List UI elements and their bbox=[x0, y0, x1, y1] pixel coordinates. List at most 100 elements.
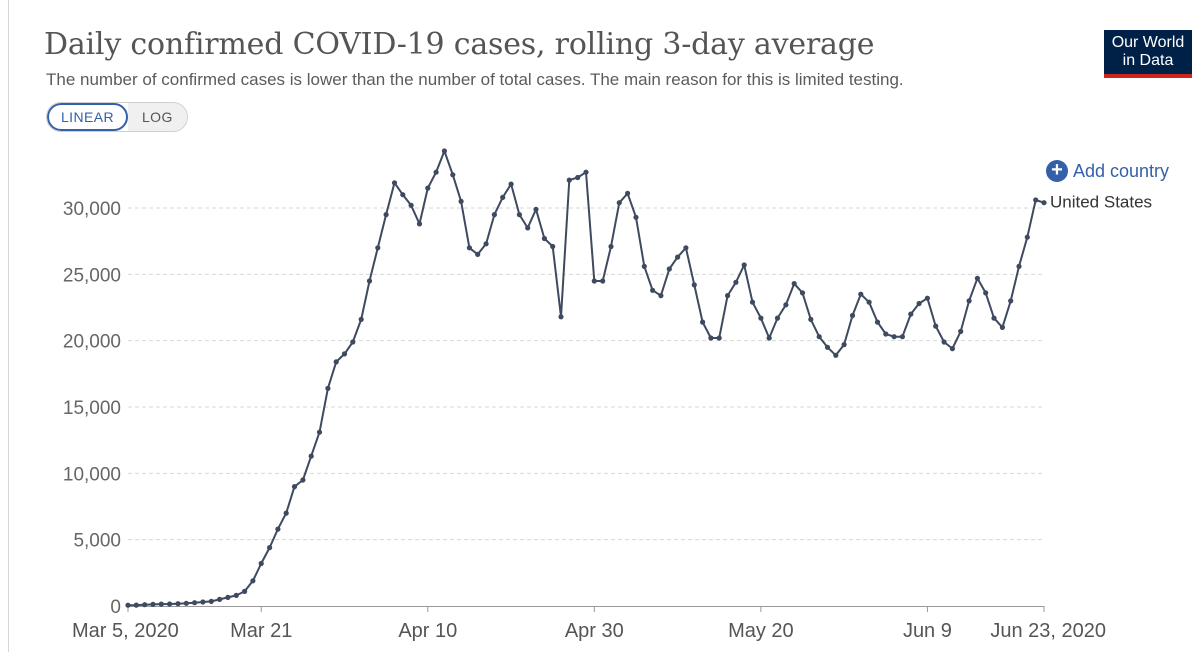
data-point[interactable] bbox=[883, 331, 889, 337]
data-point[interactable] bbox=[566, 177, 572, 183]
data-point[interactable] bbox=[575, 174, 581, 181]
data-point[interactable] bbox=[858, 291, 864, 297]
data-point[interactable] bbox=[225, 594, 231, 601]
data-point[interactable] bbox=[824, 344, 831, 350]
data-point[interactable] bbox=[333, 359, 339, 365]
data-point[interactable] bbox=[758, 315, 764, 321]
data-point[interactable] bbox=[916, 300, 922, 307]
data-point[interactable] bbox=[366, 278, 373, 284]
series-label-0[interactable]: United States bbox=[1050, 193, 1152, 212]
data-point[interactable] bbox=[533, 206, 539, 212]
data-point[interactable] bbox=[991, 315, 997, 321]
data-point[interactable] bbox=[208, 598, 214, 605]
data-point[interactable] bbox=[866, 299, 872, 305]
data-point[interactable] bbox=[1024, 234, 1030, 240]
data-point[interactable] bbox=[416, 221, 423, 227]
data-point[interactable] bbox=[591, 278, 597, 284]
data-point[interactable] bbox=[458, 198, 464, 204]
data-point[interactable] bbox=[391, 180, 398, 186]
data-point[interactable] bbox=[891, 334, 897, 340]
data-point[interactable] bbox=[242, 588, 248, 595]
data-point[interactable] bbox=[849, 312, 856, 319]
data-point[interactable] bbox=[816, 334, 822, 340]
data-point[interactable] bbox=[558, 314, 564, 320]
data-point[interactable] bbox=[908, 311, 914, 317]
data-point[interactable] bbox=[125, 602, 131, 608]
data-point[interactable] bbox=[258, 560, 264, 567]
data-point[interactable] bbox=[192, 600, 198, 606]
data-point[interactable] bbox=[600, 278, 606, 284]
data-point[interactable] bbox=[774, 315, 781, 321]
data-point[interactable] bbox=[716, 335, 722, 341]
data-point[interactable] bbox=[966, 298, 972, 304]
data-point[interactable] bbox=[833, 352, 839, 358]
data-point[interactable] bbox=[175, 601, 181, 607]
data-point[interactable] bbox=[167, 601, 173, 607]
data-point[interactable] bbox=[425, 185, 431, 191]
data-point[interactable] bbox=[899, 334, 906, 340]
data-point[interactable] bbox=[583, 169, 589, 175]
data-point[interactable] bbox=[666, 266, 672, 272]
data-point[interactable] bbox=[949, 346, 956, 352]
data-point[interactable] bbox=[341, 351, 348, 357]
data-point[interactable] bbox=[383, 212, 389, 218]
data-point[interactable] bbox=[400, 192, 406, 198]
data-point[interactable] bbox=[133, 602, 139, 608]
data-point[interactable] bbox=[725, 293, 731, 299]
data-point[interactable] bbox=[741, 262, 747, 268]
data-point[interactable] bbox=[766, 335, 772, 341]
data-point[interactable] bbox=[466, 245, 472, 251]
data-point[interactable] bbox=[375, 245, 381, 251]
data-point[interactable] bbox=[941, 339, 947, 345]
data-point[interactable] bbox=[633, 214, 639, 220]
data-point[interactable] bbox=[999, 324, 1006, 330]
data-point[interactable] bbox=[250, 578, 256, 584]
data-point[interactable] bbox=[1041, 200, 1047, 206]
data-point[interactable] bbox=[983, 290, 989, 296]
data-point[interactable] bbox=[300, 477, 306, 483]
data-point[interactable] bbox=[150, 601, 156, 608]
data-point[interactable] bbox=[958, 328, 964, 334]
data-point[interactable] bbox=[142, 602, 148, 608]
data-point[interactable] bbox=[183, 600, 189, 606]
data-point[interactable] bbox=[675, 254, 681, 260]
data-point[interactable] bbox=[233, 592, 239, 599]
data-point[interactable] bbox=[508, 181, 514, 187]
data-point[interactable] bbox=[783, 302, 789, 308]
data-point[interactable] bbox=[933, 323, 939, 329]
data-point[interactable] bbox=[516, 212, 523, 218]
data-point[interactable] bbox=[708, 335, 714, 341]
data-point[interactable] bbox=[267, 545, 273, 551]
data-point[interactable] bbox=[641, 263, 647, 269]
data-point[interactable] bbox=[217, 596, 223, 603]
data-point[interactable] bbox=[491, 212, 497, 218]
data-point[interactable] bbox=[541, 235, 548, 242]
linear-scale-button[interactable]: LINEAR bbox=[47, 103, 128, 131]
data-point[interactable] bbox=[308, 453, 314, 459]
add-country-button[interactable]: + Add country bbox=[1046, 160, 1169, 182]
data-point[interactable] bbox=[475, 251, 481, 257]
log-scale-button[interactable]: LOG bbox=[127, 103, 187, 131]
data-point[interactable] bbox=[974, 275, 981, 281]
owid-logo[interactable]: Our World in Data bbox=[1104, 30, 1192, 78]
data-point[interactable] bbox=[450, 172, 456, 178]
data-point[interactable] bbox=[483, 241, 489, 247]
data-point[interactable] bbox=[841, 342, 847, 348]
data-point[interactable] bbox=[1008, 298, 1014, 304]
data-point[interactable] bbox=[625, 190, 631, 196]
data-point[interactable] bbox=[799, 290, 806, 296]
data-point[interactable] bbox=[733, 279, 739, 285]
data-point[interactable] bbox=[658, 293, 664, 299]
data-point[interactable] bbox=[550, 243, 556, 250]
data-point[interactable] bbox=[1016, 263, 1022, 269]
data-point[interactable] bbox=[691, 282, 697, 288]
data-point[interactable] bbox=[283, 510, 289, 516]
data-point[interactable] bbox=[808, 316, 814, 322]
data-point[interactable] bbox=[200, 599, 206, 605]
data-point[interactable] bbox=[525, 225, 531, 231]
data-point[interactable] bbox=[874, 319, 881, 325]
data-point[interactable] bbox=[441, 148, 447, 154]
data-point[interactable] bbox=[683, 245, 689, 251]
data-point[interactable] bbox=[316, 429, 323, 435]
data-point[interactable] bbox=[700, 319, 706, 325]
